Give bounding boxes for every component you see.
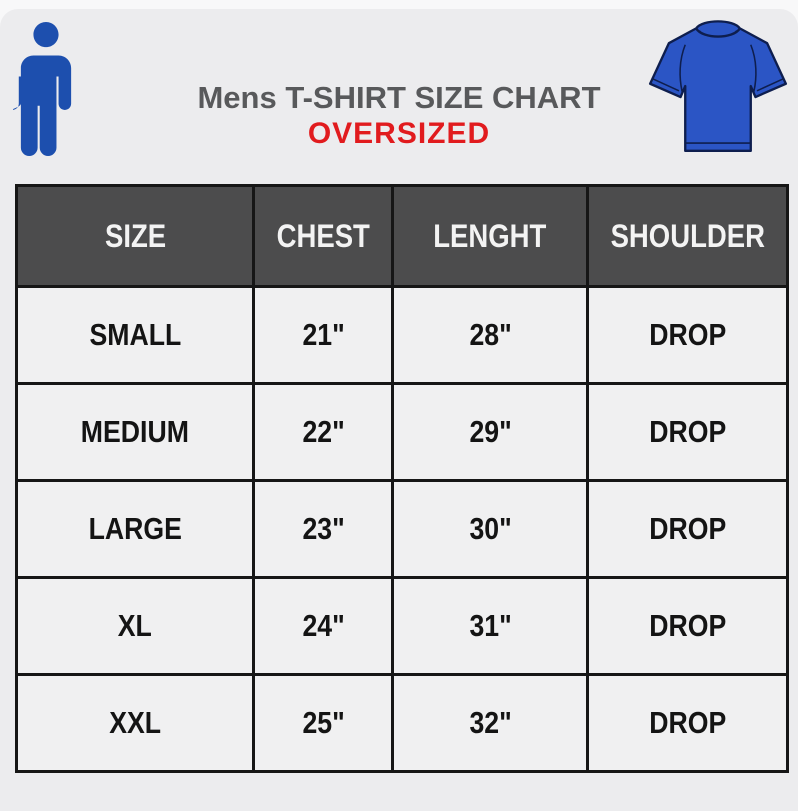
cell-value: XXL bbox=[109, 705, 162, 740]
cell-value: 25" bbox=[302, 705, 345, 740]
cell-value: 24" bbox=[302, 608, 345, 643]
cell-value: DROP bbox=[649, 414, 727, 449]
length-cell: 28" bbox=[391, 285, 590, 385]
table-row-large: LARGE 23" 30" DROP bbox=[14, 479, 789, 579]
shoulder-cell: DROP bbox=[586, 673, 789, 773]
header-label: LENGHT bbox=[433, 217, 547, 254]
chest-cell: 24" bbox=[252, 576, 395, 676]
header-cell-shoulder: SHOULDER bbox=[586, 184, 789, 288]
cell-value: SMALL bbox=[89, 317, 182, 352]
chest-cell: 22" bbox=[252, 382, 395, 482]
size-cell: LARGE bbox=[14, 479, 256, 579]
cell-value: 21" bbox=[302, 317, 345, 352]
cell-value: 23" bbox=[302, 511, 345, 546]
person-icon bbox=[13, 22, 79, 156]
cell-value: DROP bbox=[649, 705, 727, 740]
table-row-small: SMALL 21" 28" DROP bbox=[14, 285, 789, 385]
chest-cell: 25" bbox=[252, 673, 395, 773]
chest-cell: 21" bbox=[252, 285, 395, 385]
length-cell: 32" bbox=[391, 673, 590, 773]
cell-value: DROP bbox=[649, 511, 727, 546]
cell-value: MEDIUM bbox=[81, 414, 190, 449]
shoulder-cell: DROP bbox=[586, 382, 789, 482]
cell-value: LARGE bbox=[88, 511, 182, 546]
cell-value: 29" bbox=[469, 414, 512, 449]
header-label: CHEST bbox=[276, 217, 370, 254]
header-cell-chest: CHEST bbox=[252, 184, 395, 288]
cell-value: 31" bbox=[469, 608, 512, 643]
chest-cell: 23" bbox=[252, 479, 395, 579]
size-cell: XXL bbox=[14, 673, 256, 773]
size-cell: MEDIUM bbox=[14, 382, 256, 482]
cell-value: DROP bbox=[649, 317, 727, 352]
table-row-xxl: XXL 25" 32" DROP bbox=[14, 673, 789, 773]
table-header-row: SIZE CHEST LENGHT SHOULDER bbox=[14, 184, 789, 288]
shoulder-cell: DROP bbox=[586, 479, 789, 579]
shoulder-cell: DROP bbox=[586, 285, 789, 385]
header-cell-length: LENGHT bbox=[391, 184, 590, 288]
page-subtitle: OVERSIZED bbox=[307, 117, 491, 150]
cell-value: 28" bbox=[469, 317, 512, 352]
header-label: SIZE bbox=[104, 217, 166, 254]
tshirt-icon-svg bbox=[648, 20, 788, 153]
size-cell: XL bbox=[14, 576, 256, 676]
shoulder-cell: DROP bbox=[586, 576, 789, 676]
tshirt-icon bbox=[640, 12, 796, 168]
cell-value: 32" bbox=[469, 705, 512, 740]
size-cell: SMALL bbox=[14, 285, 256, 385]
cell-value: DROP bbox=[649, 608, 727, 643]
person-icon-svg bbox=[13, 22, 72, 156]
cell-value: 22" bbox=[302, 414, 345, 449]
length-cell: 29" bbox=[391, 382, 590, 482]
header-label: SHOULDER bbox=[610, 217, 765, 254]
table-row-medium: MEDIUM 22" 29" DROP bbox=[14, 382, 789, 482]
size-chart-table: SIZE CHEST LENGHT SHOULDER SMALL 21" 28"… bbox=[14, 184, 789, 773]
table-row-xl: XL 24" 31" DROP bbox=[14, 576, 789, 676]
cell-value: 30" bbox=[469, 511, 512, 546]
header-cell-size: SIZE bbox=[14, 184, 256, 288]
length-cell: 30" bbox=[391, 479, 590, 579]
length-cell: 31" bbox=[391, 576, 590, 676]
page-title: Mens T-SHIRT SIZE CHART bbox=[197, 80, 601, 115]
cell-value: XL bbox=[118, 608, 153, 643]
